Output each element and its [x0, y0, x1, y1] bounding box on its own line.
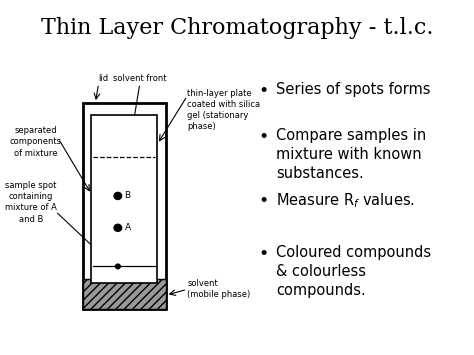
Text: Coloured compounds
& colourless
compounds.: Coloured compounds & colourless compound… — [276, 245, 431, 298]
Bar — [83, 279, 166, 309]
Bar — [91, 115, 157, 283]
Bar — [83, 103, 166, 309]
Text: Thin Layer Chromatography - t.l.c.: Thin Layer Chromatography - t.l.c. — [41, 17, 433, 39]
Text: Series of spots forms: Series of spots forms — [276, 82, 431, 97]
Text: Compare samples in
mixture with known
substances.: Compare samples in mixture with known su… — [276, 128, 427, 181]
Text: •: • — [258, 192, 269, 210]
Ellipse shape — [114, 224, 122, 231]
Ellipse shape — [114, 192, 122, 200]
Text: sample spot
containing
mixture of A
and B: sample spot containing mixture of A and … — [5, 181, 57, 224]
Text: •: • — [258, 245, 269, 263]
Ellipse shape — [116, 264, 120, 269]
Text: B: B — [125, 191, 131, 201]
Text: solvent front: solvent front — [113, 75, 166, 83]
Text: solvent
(mobile phase): solvent (mobile phase) — [187, 279, 250, 299]
Text: •: • — [258, 128, 269, 146]
Text: •: • — [258, 82, 269, 100]
Text: thin-layer plate
coated with silica
gel (stationary
phase): thin-layer plate coated with silica gel … — [187, 89, 260, 131]
Text: separated
components
of mixture: separated components of mixture — [9, 126, 62, 158]
Text: A: A — [125, 223, 131, 232]
Text: Measure R$_f$ values.: Measure R$_f$ values. — [276, 192, 415, 211]
Text: lid: lid — [98, 75, 109, 83]
